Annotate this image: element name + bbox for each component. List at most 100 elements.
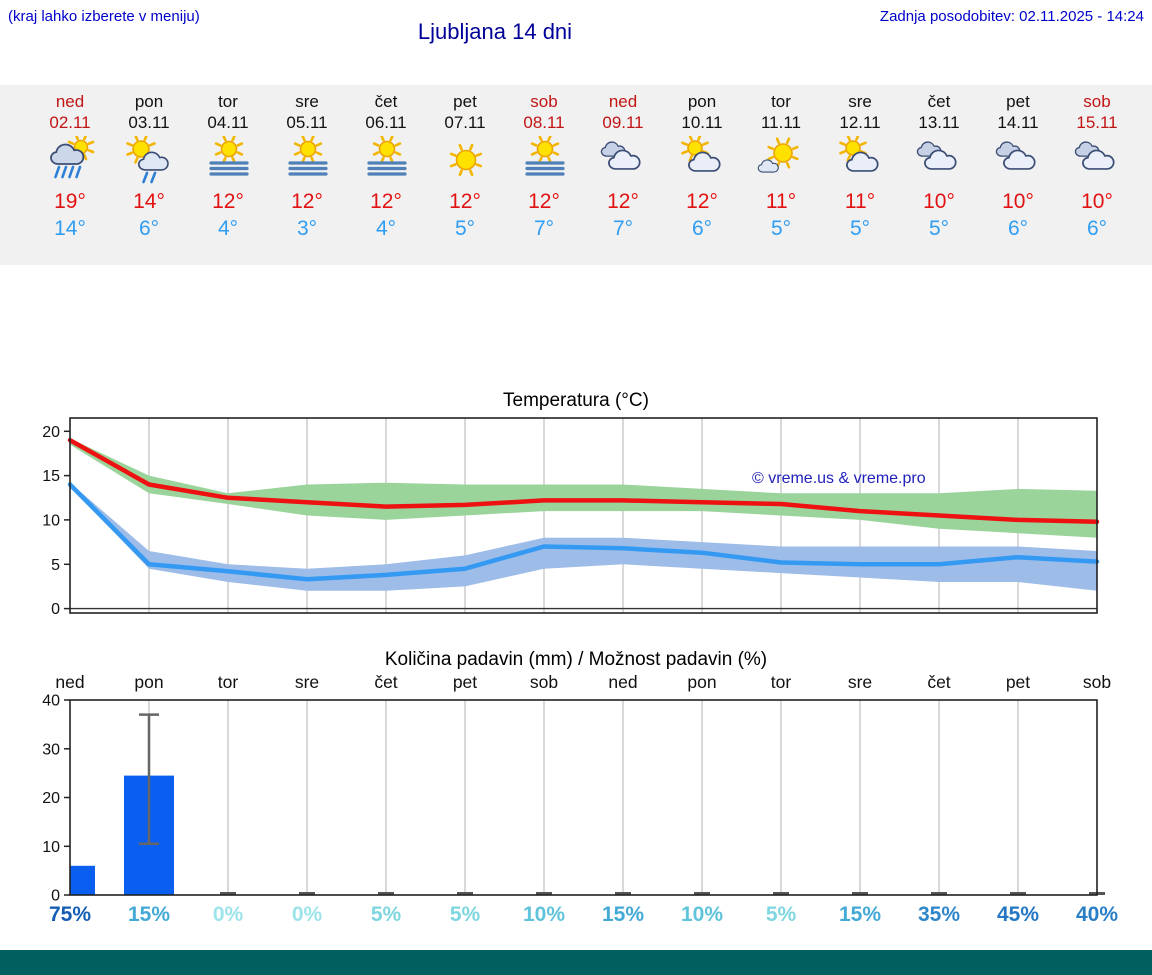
forecast-day[interactable]: čet 06.11 12° 4° [347, 85, 425, 265]
precip-gridlines [148, 700, 1019, 895]
low-temp: 5° [454, 217, 476, 240]
temperature-chart: 0 5 10 15 20 © vreme.us & vreme.pro [42, 417, 1100, 618]
svg-text:pon: pon [687, 672, 716, 692]
precip-bar [70, 865, 95, 896]
low-temp: 3° [296, 217, 318, 240]
precip-day-labels: ned pon tor sre čet pet sob ned pon tor sre čet pet s… [55, 672, 1111, 692]
precip-probability: 5% [370, 903, 402, 926]
cloudy-icon [1058, 136, 1136, 188]
precip-probability: 40% [1075, 903, 1119, 926]
forecast-day[interactable]: sob 15.11 10° 6° [1058, 85, 1136, 265]
day-name: tor [218, 92, 238, 111]
high-temp: 19° [54, 190, 86, 213]
precip-probability: 15% [838, 903, 882, 926]
low-temp: 6° [1086, 217, 1108, 240]
temp-y-axis: 0 5 10 15 20 [42, 424, 70, 618]
svg-text:tor: tor [218, 672, 239, 692]
forecast-day[interactable]: sre 05.11 12° 3° [268, 85, 346, 265]
forecast-day[interactable]: pon 10.11 12° 6° [663, 85, 741, 265]
precip-probability: 35% [917, 903, 961, 926]
menu-note: (kraj lahko izberete v meniju) [8, 8, 200, 25]
forecast-day[interactable]: tor 04.11 12° 4° [189, 85, 267, 265]
day-name: čet [374, 92, 398, 111]
last-update: Zadnja posodobitev: 02.11.2025 - 14:24 [879, 8, 1144, 25]
forecast-day[interactable]: ned 02.11 19° 14° [31, 85, 109, 265]
precip-zero-mark [457, 892, 473, 895]
day-name: pon [687, 92, 717, 111]
day-date: 10.11 [681, 113, 723, 132]
svg-text:0: 0 [51, 601, 60, 618]
forecast-day[interactable]: sob 08.11 12° 7° [505, 85, 583, 265]
day-name: pet [1006, 92, 1030, 111]
day-name: čet [927, 92, 951, 111]
day-date: 12.11 [839, 113, 881, 132]
precip-probability: 5% [765, 903, 797, 926]
high-temp: 12° [291, 190, 323, 213]
low-temp: 5° [849, 217, 871, 240]
precipitation-chart-title: Količina padavin (mm) / Možnost padavin … [384, 649, 768, 670]
high-temp: 12° [528, 190, 560, 213]
low-temp: 4° [217, 217, 239, 240]
forecast-day[interactable]: pet 07.11 12° 5° [426, 85, 504, 265]
watermark: © vreme.us & vreme.pro [752, 470, 926, 487]
high-temp: 10° [1002, 190, 1034, 213]
forecast-day[interactable]: ned 09.11 12° 7° [584, 85, 662, 265]
forecast-day[interactable]: tor 11.11 11° 5° [742, 85, 820, 265]
low-temp: 5° [770, 217, 792, 240]
svg-text:ned: ned [55, 672, 84, 692]
forecast-day[interactable]: sre 12.11 11° 5° [821, 85, 899, 265]
precip-probability: 10% [680, 903, 724, 926]
precip-zero-mark [931, 892, 947, 895]
forecast-day[interactable]: pon 03.11 14° 6° [110, 85, 188, 265]
day-date: 02.11 [49, 113, 91, 132]
high-temp: 10° [1081, 190, 1113, 213]
precipitation-probability-row: 75% 15% 0% 0% 5% 5% 10% 15% 10% 5% 15% 35% 45% 40% [0, 903, 1152, 931]
forecast-day[interactable]: čet 13.11 10° 5° [900, 85, 978, 265]
high-temp: 10° [923, 190, 955, 213]
day-name: pet [453, 92, 477, 111]
precip-probability: 5% [449, 903, 481, 926]
svg-text:čet: čet [374, 672, 397, 692]
precip-zero-mark [1010, 892, 1026, 895]
precip-probability: 0% [291, 903, 323, 926]
precip-probability: 15% [601, 903, 645, 926]
svg-text:ned: ned [608, 672, 637, 692]
low-temp: 7° [612, 217, 634, 240]
high-temp: 12° [449, 190, 481, 213]
cloudy-icon [900, 136, 978, 188]
low-temp: 6° [691, 217, 713, 240]
svg-text:pet: pet [453, 672, 477, 692]
svg-text:pet: pet [1006, 672, 1030, 692]
sun-fog-icon [189, 134, 267, 188]
svg-text:tor: tor [771, 672, 792, 692]
day-date: 14.11 [997, 113, 1039, 132]
high-temp: 12° [607, 190, 639, 213]
sun-fog-icon [505, 134, 583, 188]
forecast-day[interactable]: pet 14.11 10° 6° [979, 85, 1057, 265]
svg-text:sob: sob [530, 672, 558, 692]
precip-zero-mark [536, 892, 552, 895]
day-date: 08.11 [523, 113, 565, 132]
day-date: 11.11 [760, 113, 802, 132]
day-name: ned [55, 92, 85, 111]
high-temp: 12° [686, 190, 718, 213]
low-temp: 4° [375, 217, 397, 240]
precip-zero-mark [852, 892, 868, 895]
sun-cloud-rain-icon [31, 133, 109, 188]
day-date: 05.11 [286, 113, 328, 132]
low-temp: 5° [928, 217, 950, 240]
svg-text:10: 10 [42, 839, 60, 856]
precip-zero-mark [299, 892, 315, 895]
precip-probability: 10% [522, 903, 566, 926]
sun-fog-icon [347, 134, 425, 188]
day-name: pon [134, 92, 164, 111]
day-date: 06.11 [365, 113, 407, 132]
precip-zero-mark [694, 892, 710, 895]
precip-y-axis: 0 10 20 30 40 [42, 693, 70, 902]
low-temp: 14° [54, 217, 86, 240]
low-temp: 6° [138, 217, 160, 240]
svg-text:20: 20 [42, 790, 60, 807]
svg-text:15: 15 [42, 468, 60, 485]
precip-zero-mark [615, 892, 631, 895]
